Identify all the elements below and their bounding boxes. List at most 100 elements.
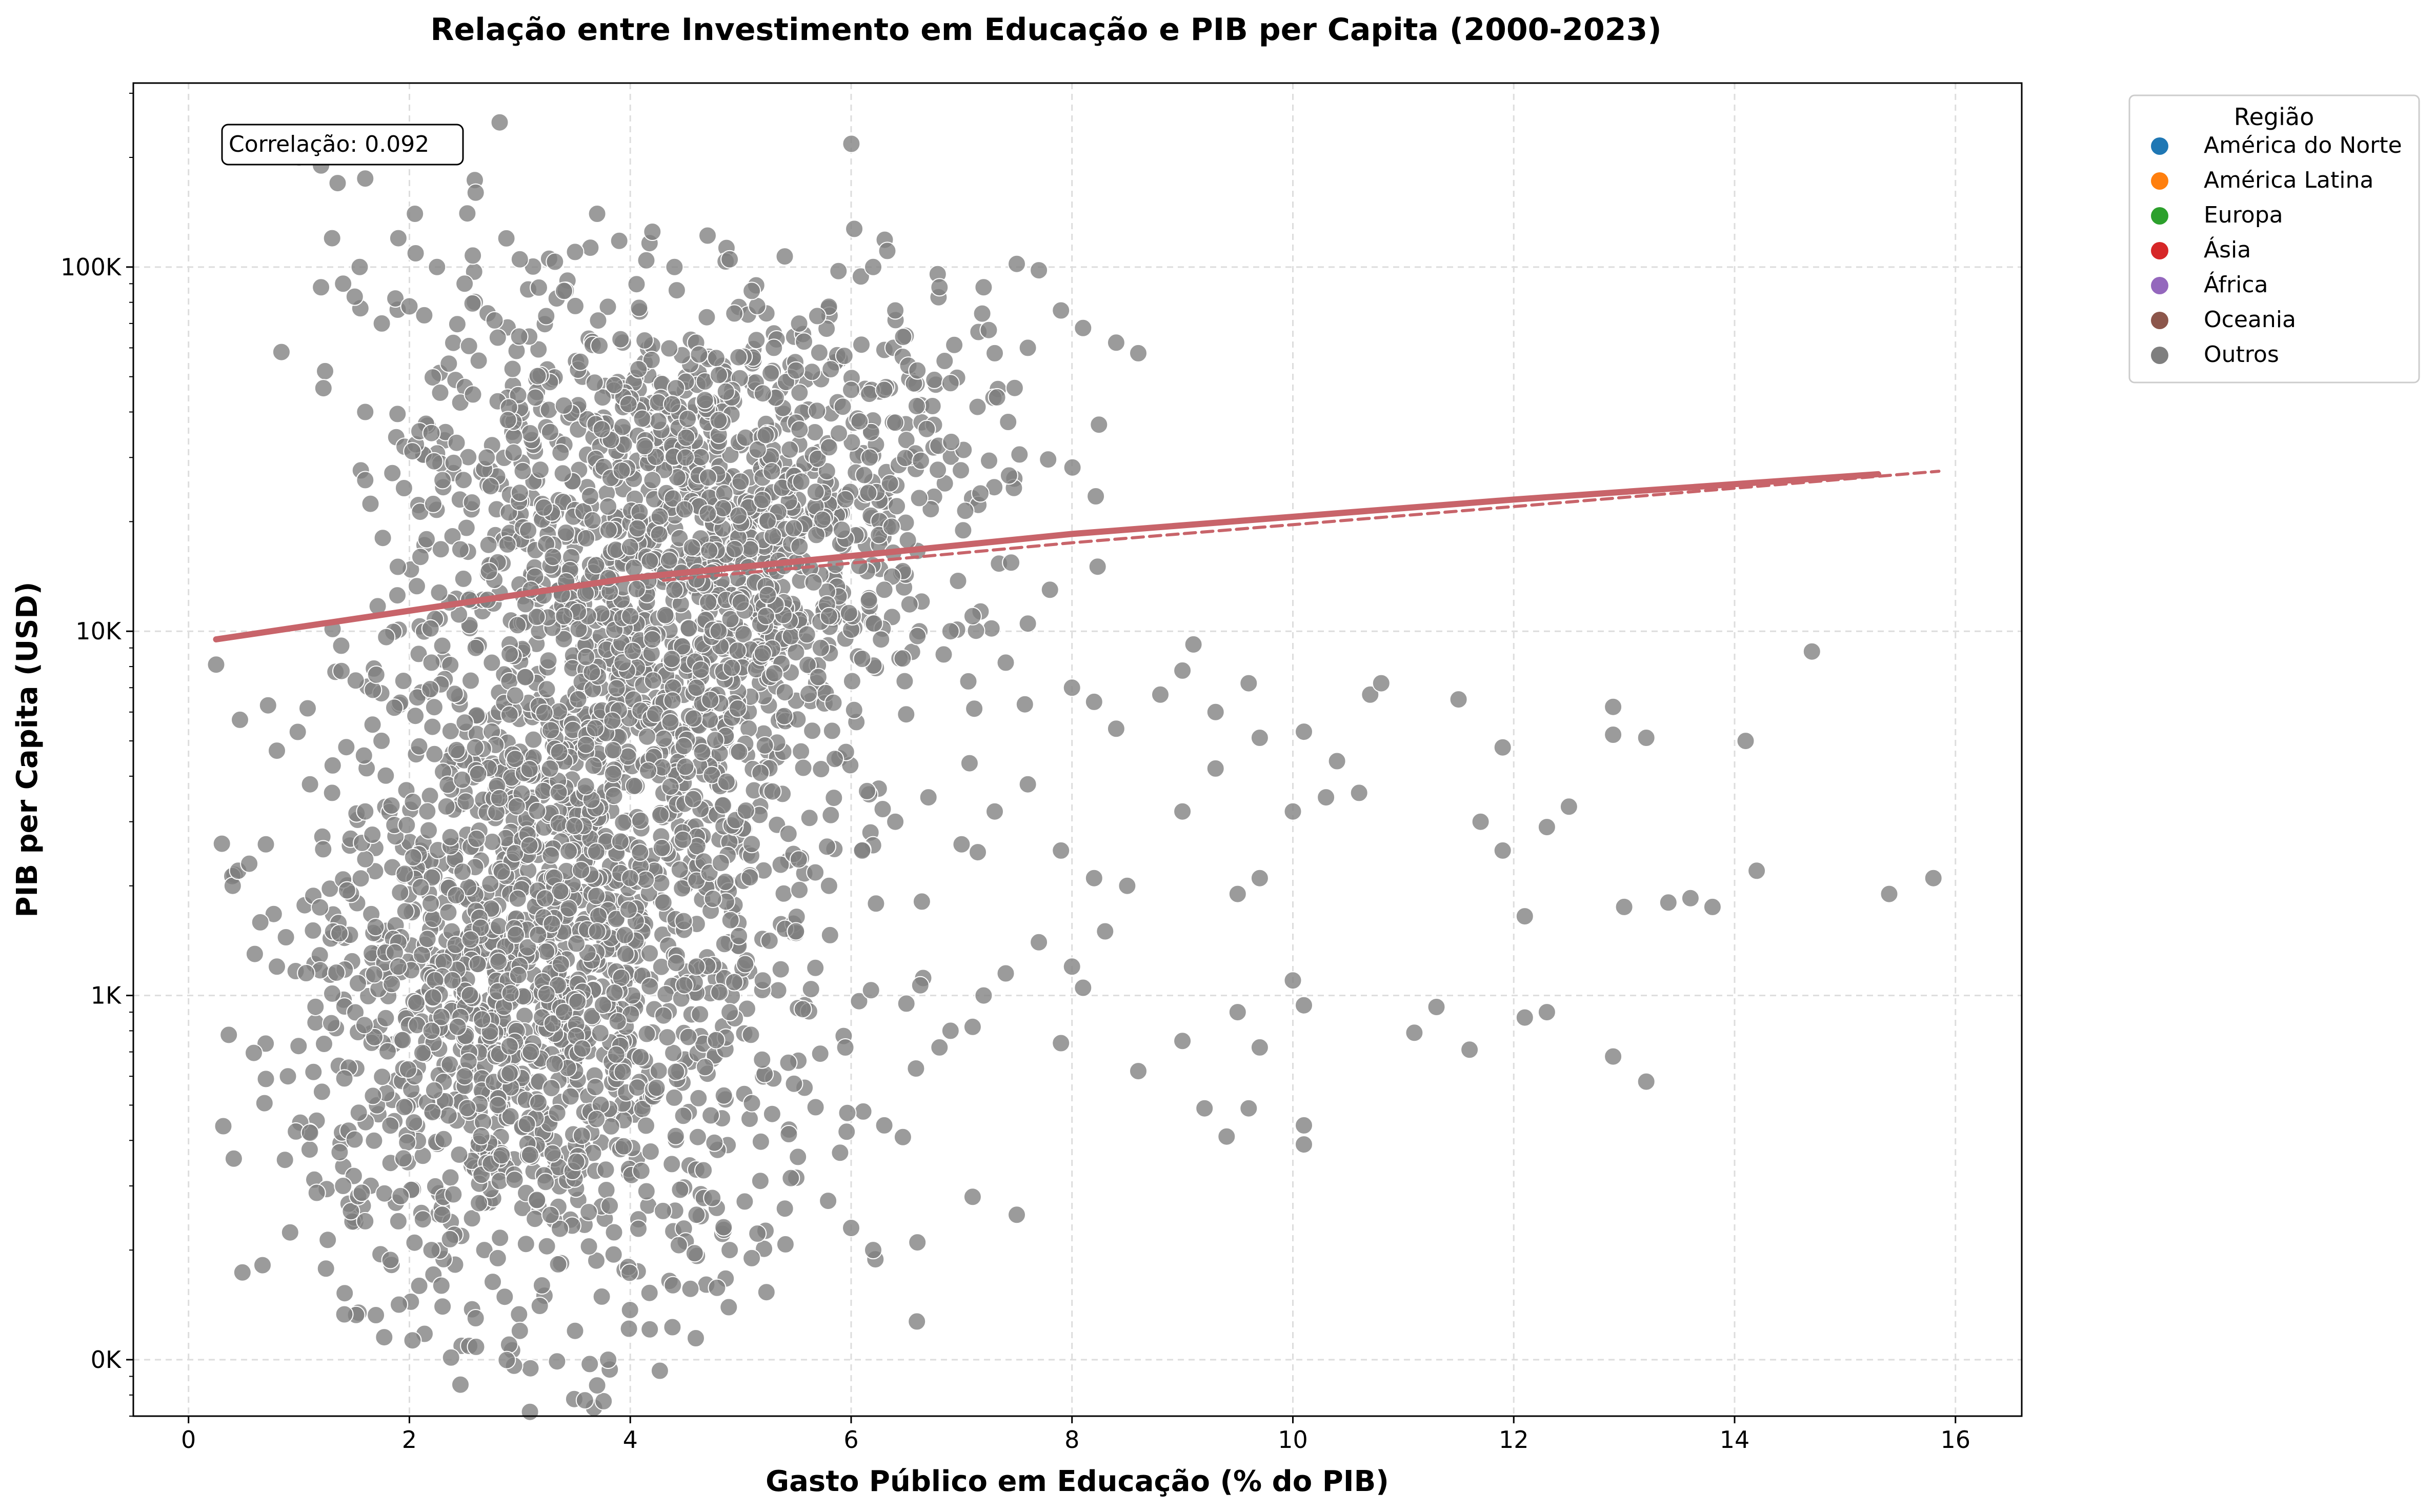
data-point bbox=[708, 1278, 727, 1297]
data-point bbox=[667, 379, 686, 398]
data-point bbox=[620, 1301, 639, 1320]
data-point bbox=[930, 278, 949, 297]
data-point bbox=[710, 983, 729, 1002]
data-point bbox=[603, 764, 622, 783]
data-point bbox=[579, 1203, 598, 1221]
data-point bbox=[526, 1209, 545, 1228]
data-point bbox=[1559, 797, 1578, 816]
data-point bbox=[346, 671, 365, 690]
data-point bbox=[583, 511, 602, 530]
data-point bbox=[537, 1237, 556, 1256]
data-point bbox=[1173, 802, 1192, 821]
data-point bbox=[706, 731, 725, 750]
data-point bbox=[691, 1005, 710, 1024]
x-tick-label: 10 bbox=[1278, 1426, 1308, 1454]
data-point bbox=[503, 359, 522, 378]
data-point bbox=[1327, 752, 1346, 771]
data-point bbox=[406, 244, 425, 263]
data-point bbox=[1515, 907, 1534, 926]
data-point bbox=[571, 352, 590, 371]
data-point bbox=[394, 479, 413, 497]
data-point bbox=[306, 1013, 325, 1032]
data-point bbox=[781, 1168, 800, 1187]
data-point bbox=[278, 1067, 297, 1086]
data-point bbox=[411, 548, 430, 567]
data-point bbox=[1052, 301, 1071, 320]
data-point bbox=[1030, 261, 1049, 280]
data-point bbox=[422, 653, 441, 672]
data-point bbox=[447, 886, 466, 905]
data-point bbox=[450, 1145, 469, 1164]
data-point bbox=[720, 250, 739, 269]
data-point bbox=[1195, 1099, 1214, 1118]
data-point bbox=[532, 1276, 551, 1295]
data-point bbox=[519, 521, 538, 540]
data-point bbox=[996, 964, 1015, 983]
data-point bbox=[681, 1279, 700, 1298]
data-point bbox=[651, 805, 670, 824]
data-point bbox=[919, 788, 938, 807]
data-point bbox=[934, 645, 953, 664]
data-point bbox=[1924, 869, 1943, 888]
data-point bbox=[488, 328, 507, 347]
data-point bbox=[842, 1219, 860, 1237]
data-point bbox=[535, 889, 554, 908]
data-point bbox=[963, 1017, 982, 1036]
data-point bbox=[352, 1183, 371, 1202]
data-point bbox=[451, 1375, 470, 1394]
data-point bbox=[312, 278, 331, 297]
data-point bbox=[813, 510, 832, 529]
data-point bbox=[422, 424, 441, 442]
data-point bbox=[349, 1103, 368, 1122]
data-point bbox=[513, 461, 532, 480]
data-point bbox=[1030, 933, 1049, 952]
x-tick-label: 12 bbox=[1499, 1426, 1529, 1454]
data-point bbox=[566, 243, 585, 261]
data-point bbox=[1493, 738, 1512, 757]
data-point bbox=[589, 906, 608, 925]
data-point bbox=[605, 1223, 623, 1242]
legend-label: África bbox=[2204, 271, 2268, 298]
legend: Região América do Norte América Latina Eur… bbox=[2128, 94, 2420, 384]
data-point bbox=[611, 330, 630, 349]
data-point bbox=[736, 801, 755, 820]
data-point bbox=[747, 331, 766, 350]
data-point bbox=[555, 281, 573, 300]
legend-label: Oceania bbox=[2204, 307, 2296, 333]
data-point bbox=[363, 715, 382, 734]
data-point bbox=[437, 797, 456, 816]
data-point bbox=[619, 1319, 638, 1338]
data-point bbox=[421, 619, 440, 638]
data-point bbox=[654, 893, 673, 912]
data-point bbox=[635, 331, 654, 350]
data-point bbox=[498, 411, 517, 430]
data-point bbox=[440, 1229, 459, 1248]
x-tick-label: 14 bbox=[1720, 1426, 1750, 1454]
data-point bbox=[441, 722, 460, 740]
data-point bbox=[508, 616, 527, 635]
data-point bbox=[985, 802, 1004, 821]
data-point bbox=[466, 1309, 485, 1327]
data-point bbox=[455, 713, 474, 732]
data-point bbox=[714, 1218, 733, 1237]
data-point bbox=[789, 1147, 808, 1166]
data-point bbox=[491, 1228, 510, 1247]
data-point bbox=[667, 1062, 686, 1081]
data-point bbox=[809, 668, 828, 687]
data-point bbox=[636, 870, 655, 889]
data-point bbox=[400, 297, 419, 316]
data-point bbox=[799, 684, 818, 703]
data-point bbox=[687, 1205, 706, 1224]
data-point bbox=[500, 1037, 519, 1056]
data-point bbox=[633, 409, 652, 428]
legend-label: América Latina bbox=[2204, 167, 2373, 193]
data-point bbox=[388, 405, 407, 424]
data-point bbox=[867, 894, 886, 913]
data-point bbox=[761, 364, 780, 383]
data-point bbox=[546, 252, 565, 271]
data-point bbox=[762, 1104, 781, 1123]
data-point bbox=[448, 315, 467, 334]
data-point bbox=[688, 1127, 707, 1146]
data-point bbox=[516, 1235, 535, 1254]
data-point bbox=[855, 466, 874, 485]
